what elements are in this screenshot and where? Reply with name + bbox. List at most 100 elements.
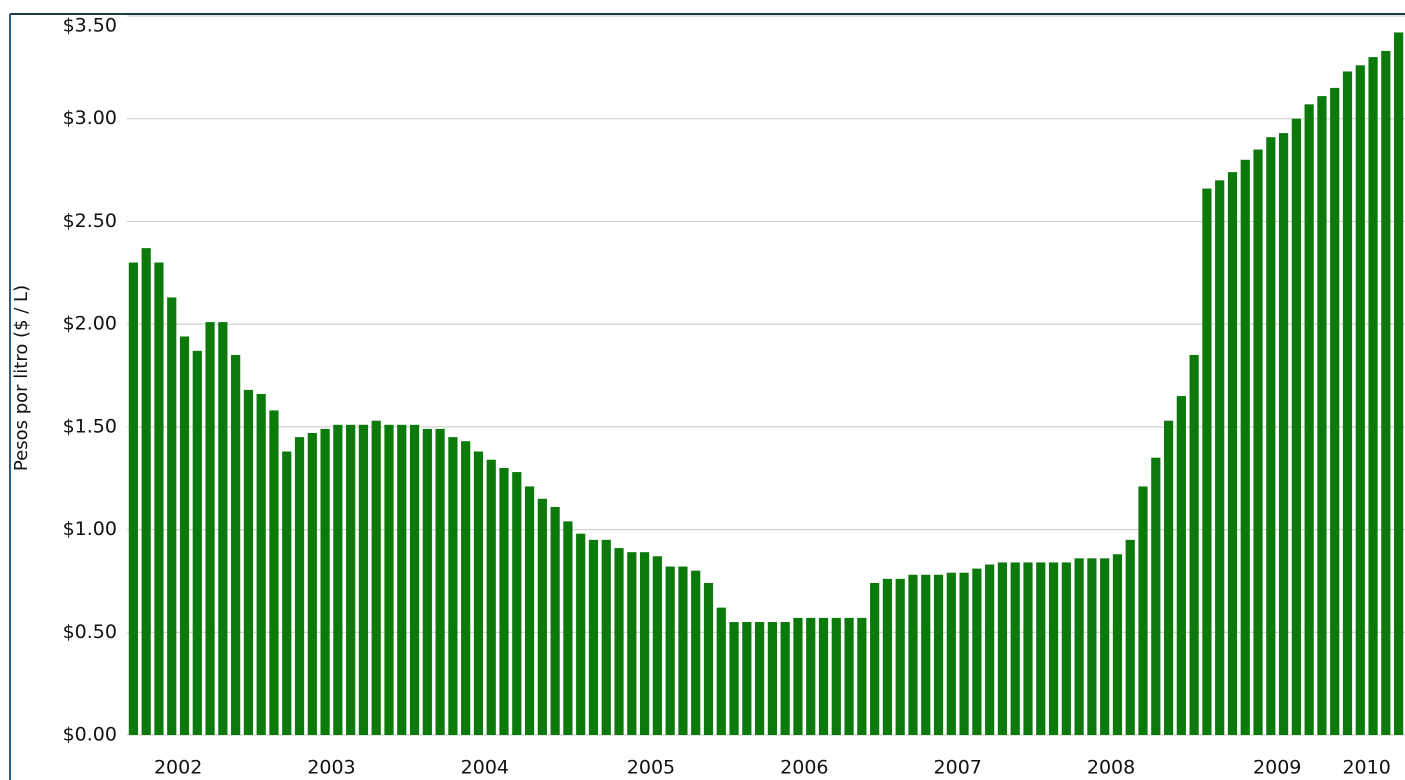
bar: [755, 622, 765, 735]
bar: [1189, 354, 1199, 735]
bar: [921, 574, 931, 735]
bar: [1010, 562, 1020, 735]
bar: [1036, 562, 1046, 735]
bar: [512, 472, 522, 735]
bar: [409, 424, 420, 735]
bar: [1048, 562, 1059, 735]
bar: [243, 389, 254, 735]
bar: [563, 521, 573, 735]
bar: [997, 562, 1008, 735]
x-tick-label: 2007: [934, 757, 982, 779]
bar: [448, 437, 458, 735]
bar: [1368, 57, 1378, 736]
bar: [793, 617, 803, 735]
x-tick-label: 2010: [1342, 757, 1390, 779]
bar: [576, 533, 586, 735]
y-tick-label: $3.50: [63, 15, 117, 37]
bar: [1176, 396, 1186, 735]
bar: [729, 622, 739, 735]
y-tick-label: $2.00: [63, 313, 117, 335]
bar: [908, 574, 918, 735]
bar: [333, 424, 343, 735]
x-tick-label: 2008: [1087, 757, 1135, 779]
bar: [806, 617, 816, 735]
bar: [985, 564, 995, 735]
x-tick-label: 2002: [154, 757, 202, 779]
bar: [1087, 558, 1097, 735]
bar: [346, 424, 356, 735]
x-tick-label: 2006: [780, 757, 828, 779]
bar: [652, 556, 662, 735]
bar: [524, 486, 535, 735]
bar: [307, 433, 317, 735]
bar: [627, 552, 637, 735]
bar: [1266, 137, 1276, 735]
bar: [499, 467, 509, 735]
bar: [537, 498, 547, 735]
bar: [269, 410, 279, 735]
bar: [141, 248, 151, 736]
bar: [959, 572, 969, 735]
bar: [1304, 104, 1314, 735]
bar: [767, 622, 777, 735]
bar: [703, 582, 714, 735]
bar: [601, 539, 611, 735]
y-tick-label: $0.50: [63, 621, 117, 643]
y-tick-label: $1.50: [63, 415, 117, 437]
bar: [691, 570, 701, 735]
bar: [946, 572, 956, 735]
bar: [1112, 554, 1123, 735]
bar: [1100, 558, 1110, 735]
bar: [384, 424, 394, 735]
y-axis-label: Pesos por litro ($ / L): [11, 285, 32, 471]
bar: [742, 622, 752, 735]
bar: [1074, 558, 1084, 735]
bar: [870, 582, 880, 735]
bar: [461, 441, 471, 735]
bar: [831, 617, 841, 735]
bar: [678, 566, 688, 735]
bar: [588, 539, 599, 735]
bar: [550, 506, 560, 735]
bar: [614, 548, 624, 735]
bar: [1163, 420, 1174, 735]
bar: [192, 350, 202, 735]
bar: [1023, 562, 1033, 735]
bar: [1202, 188, 1212, 735]
bar: [128, 262, 138, 735]
bar: [218, 322, 228, 735]
bar: [294, 437, 305, 735]
bar: [256, 393, 266, 735]
bar: [1125, 539, 1135, 735]
bar: [818, 617, 829, 735]
bar: [486, 459, 496, 735]
bar: [1253, 149, 1263, 735]
bar: [422, 428, 432, 735]
bar: [665, 566, 675, 735]
bar: [1278, 133, 1289, 735]
bar: [358, 424, 369, 735]
bar: [1151, 457, 1161, 735]
bar: [857, 617, 867, 735]
bar: [371, 420, 381, 735]
y-tick-label: $1.00: [63, 518, 117, 540]
y-tick-label: $2.50: [63, 210, 117, 232]
bar: [154, 262, 164, 735]
bar: [1240, 159, 1250, 736]
bar: [1291, 118, 1301, 735]
x-tick-label: 2004: [461, 757, 509, 779]
bar: [1355, 65, 1365, 735]
bar: [1330, 87, 1340, 735]
bar: [972, 568, 982, 735]
bar: [473, 451, 484, 735]
bar: [882, 578, 893, 735]
bar: [780, 622, 790, 735]
bar: [167, 297, 177, 735]
bar: [1317, 96, 1327, 736]
bar: [895, 578, 905, 735]
bar: [844, 617, 854, 735]
bar: [1342, 71, 1353, 736]
x-tick-label: 2003: [307, 757, 355, 779]
bar: [320, 428, 330, 735]
